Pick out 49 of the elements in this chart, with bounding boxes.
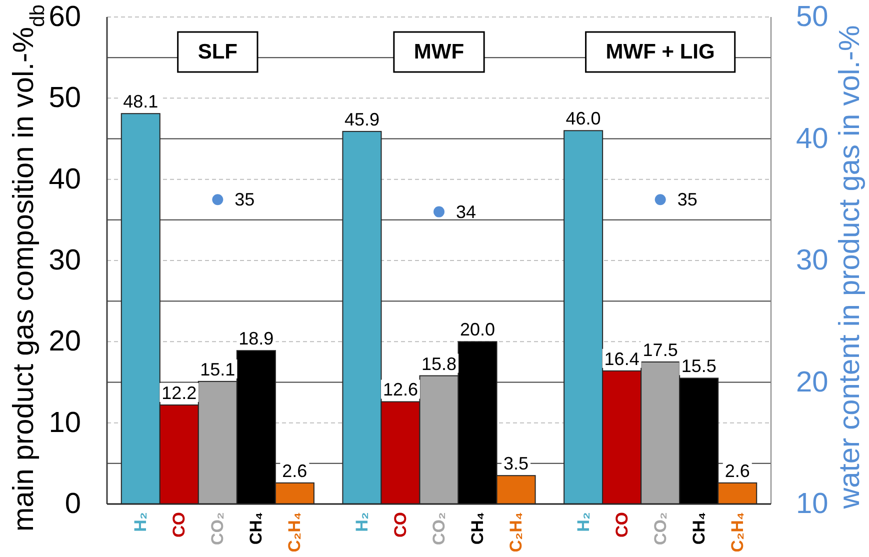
y-tick-label: 10	[48, 406, 81, 439]
y2-tick-label: 50	[796, 1, 828, 33]
y-tick-label: 60	[48, 1, 81, 33]
data-label: 12.2	[162, 382, 197, 403]
data-label: 16.4	[604, 348, 640, 369]
text: H₂	[574, 512, 593, 532]
text: H₂	[131, 512, 150, 532]
data-label: 15.1	[200, 359, 236, 380]
text: C₂H₄	[285, 512, 304, 552]
text: CO₂	[650, 512, 670, 546]
y2-tick-label: 20	[796, 366, 828, 398]
text: C₂H₄	[728, 512, 747, 552]
y-tick-label: 20	[48, 326, 81, 358]
text: H₂	[352, 512, 372, 532]
y2-tick-label: 40	[796, 122, 828, 155]
text: CO₂	[208, 512, 228, 546]
text: C₂H₄	[506, 512, 526, 552]
data-label: 34	[456, 202, 476, 222]
data-label: 2.6	[724, 460, 750, 481]
data-label: 3.5	[504, 454, 529, 474]
text: CH₄	[468, 512, 488, 545]
data-label: 18.9	[238, 328, 274, 349]
y-tick-label: 50	[48, 82, 81, 114]
text: CO₂	[430, 512, 448, 546]
y-tick-label: 0	[64, 488, 81, 520]
data-label: 35	[234, 190, 255, 210]
y2-tick-label: 30	[796, 244, 828, 276]
data-label: 15.5	[681, 356, 716, 376]
x-tick-label: SLF	[198, 40, 238, 64]
y2-tick-label: 10	[796, 488, 828, 520]
text: CH₄	[689, 512, 708, 545]
data-label: 12.6	[382, 380, 418, 400]
data-label: 45.9	[344, 109, 380, 130]
data-label: 20.0	[460, 320, 496, 340]
text: CH₄	[246, 512, 266, 545]
text: CO	[612, 512, 632, 538]
data-label: 48.1	[123, 92, 158, 112]
y-tick-label: 40	[48, 163, 81, 196]
text: CO	[390, 512, 410, 538]
data-label: 35	[677, 190, 698, 210]
text: CO	[170, 512, 189, 538]
y2-axis-title: water content in product gas in vol.-%	[834, 25, 866, 510]
data-label: 15.8	[421, 354, 457, 374]
y-tick-label: 30	[48, 244, 81, 276]
x-tick-label: MWF + LIG	[606, 40, 715, 64]
data-label: 17.5	[642, 340, 678, 360]
data-label: 46.0	[566, 108, 601, 129]
data-label: 2.6	[282, 460, 308, 481]
x-tick-label: MWF	[414, 40, 464, 64]
